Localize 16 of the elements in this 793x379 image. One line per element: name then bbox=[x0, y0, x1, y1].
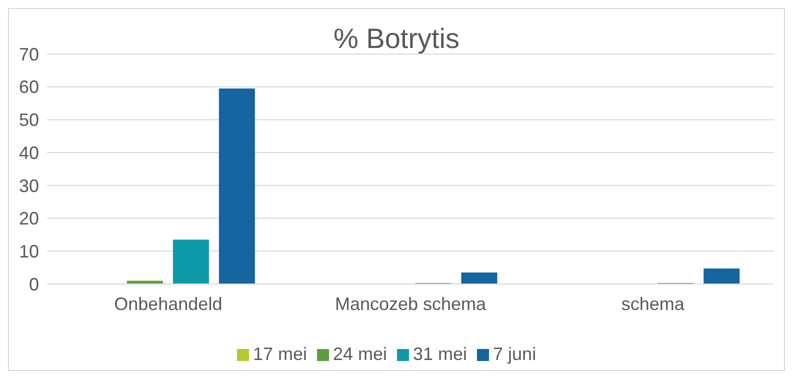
x-tick-label: Onbehandeld bbox=[114, 294, 222, 314]
y-tick-label: 0 bbox=[28, 274, 39, 294]
y-tick-label: 60 bbox=[18, 77, 39, 98]
chart-title: % Botrytis bbox=[333, 23, 460, 54]
y-tick-label: 50 bbox=[18, 110, 39, 130]
legend-label: 17 mei bbox=[252, 344, 307, 364]
legend-label: 24 mei bbox=[332, 344, 387, 364]
legend-label: 7 juni bbox=[493, 344, 536, 364]
y-tick-label: 20 bbox=[18, 208, 39, 229]
x-tick-label: schema bbox=[621, 294, 686, 314]
y-tick-label: 70 bbox=[18, 44, 39, 64]
legend-label: 31 mei bbox=[413, 344, 468, 364]
x-tick-label: Mancozeb schema bbox=[334, 294, 488, 314]
y-tick-label: 30 bbox=[18, 176, 39, 196]
y-tick-label: 10 bbox=[18, 242, 39, 262]
y-tick-label: 40 bbox=[18, 142, 39, 163]
